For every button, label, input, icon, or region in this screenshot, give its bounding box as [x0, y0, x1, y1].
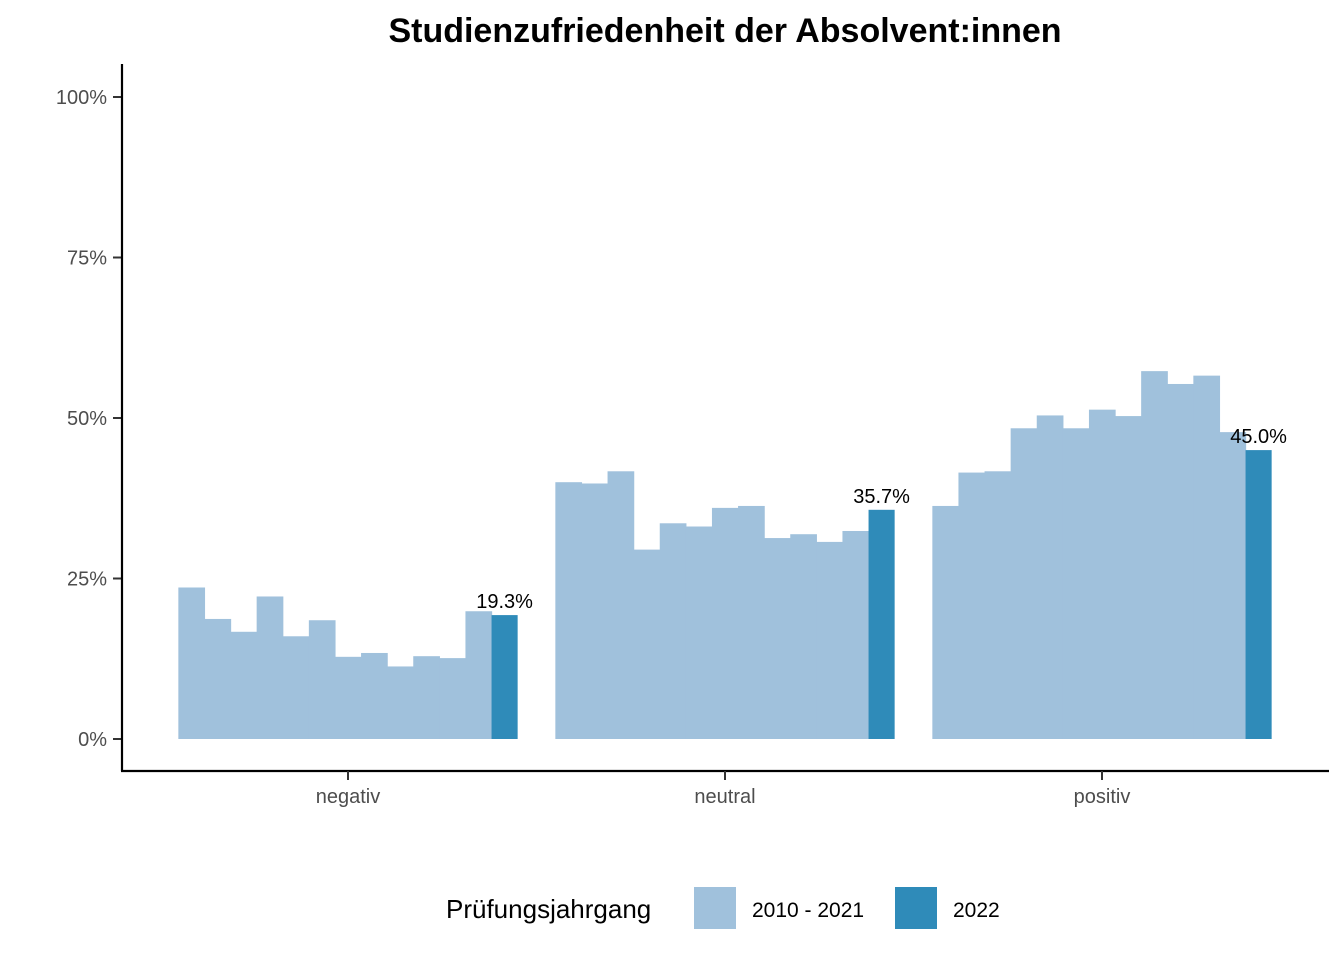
bar-negativ-hist-11: [439, 658, 467, 739]
bar-negativ-hist-6: [308, 620, 336, 739]
bar-label-neutral-2022: 35.7%: [853, 486, 910, 508]
bar-positiv-hist-8: [1115, 416, 1142, 739]
legend-label-2022: 2022: [953, 899, 1000, 922]
bar-positiv-hist-7: [1088, 409, 1116, 739]
bar-labels: 19.3% 35.7% 45.0%: [476, 426, 1287, 613]
bar-negativ-hist-8: [361, 652, 388, 739]
bar-negativ-2022: [491, 615, 518, 739]
bar-negativ-hist-12: [465, 611, 493, 739]
bar-neutral-hist-10: [790, 534, 817, 739]
bar-label-positiv-2022: 45.0%: [1230, 426, 1287, 448]
bar-negativ-hist-9: [387, 666, 414, 739]
bar-negativ-hist-10: [413, 656, 440, 739]
bar-negativ-hist-2: [204, 618, 232, 739]
bar-positiv-hist-4: [1010, 428, 1038, 739]
y-axis-ticks: 0% 25% 50% 75% 100%: [56, 87, 122, 751]
bars: [178, 371, 1272, 739]
bar-positiv-hist-10: [1167, 383, 1194, 739]
y-tick-label: 0%: [78, 729, 107, 751]
bar-negativ-hist-7: [334, 656, 362, 739]
bar-neutral-hist-8: [738, 505, 765, 739]
bar-negativ-hist-3: [230, 631, 258, 739]
bar-neutral-hist-12: [842, 530, 870, 739]
legend-key-2010-2021: [694, 887, 736, 929]
bar-neutral-2022: [868, 509, 895, 739]
bar-neutral-hist-5: [659, 523, 687, 739]
legend-key-2022: [895, 887, 937, 929]
bar-positiv-hist-2: [958, 472, 986, 739]
legend: Prüfungsjahrgang 2010 - 2021 2022: [446, 887, 1000, 929]
bar-positiv-hist-3: [984, 471, 1012, 739]
bar-neutral-hist-1: [555, 482, 583, 739]
bar-positiv-hist-5: [1036, 415, 1064, 739]
bar-positiv-hist-1: [932, 505, 960, 739]
bar-positiv-2022: [1245, 450, 1272, 739]
x-tick-label-neutral: neutral: [694, 786, 755, 808]
bar-neutral-hist-9: [764, 538, 791, 739]
chart-title: Studienzufriedenheit der Absolvent:innen: [388, 12, 1061, 50]
bar-positiv-hist-12: [1219, 432, 1247, 739]
bar-positiv-hist-11: [1193, 375, 1221, 739]
bar-label-negativ-2022: 19.3%: [476, 591, 533, 613]
y-tick-label: 75%: [67, 248, 107, 270]
x-tick-label-positiv: positiv: [1074, 786, 1131, 808]
bar-neutral-hist-11: [816, 541, 844, 739]
legend-title: Prüfungsjahrgang: [446, 894, 651, 924]
y-tick-label: 25%: [67, 569, 107, 591]
bar-neutral-hist-3: [607, 471, 635, 739]
bar-negativ-hist-5: [282, 636, 310, 739]
bar-positiv-hist-9: [1141, 371, 1168, 739]
y-tick-label: 100%: [56, 87, 107, 109]
bar-neutral-hist-7: [711, 507, 739, 739]
bar-neutral-hist-4: [633, 549, 661, 739]
legend-label-2010-2021: 2010 - 2021: [752, 899, 864, 922]
bar-positiv-hist-6: [1062, 428, 1090, 739]
bar-neutral-hist-6: [685, 526, 713, 739]
bar-neutral-hist-2: [581, 483, 609, 739]
x-tick-label-negativ: negativ: [316, 786, 381, 808]
bar-negativ-hist-4: [256, 596, 284, 739]
x-axis-ticks: negativ neutral positiv: [316, 771, 1131, 808]
bar-negativ-hist-1: [178, 587, 206, 739]
y-tick-label: 50%: [67, 408, 107, 430]
